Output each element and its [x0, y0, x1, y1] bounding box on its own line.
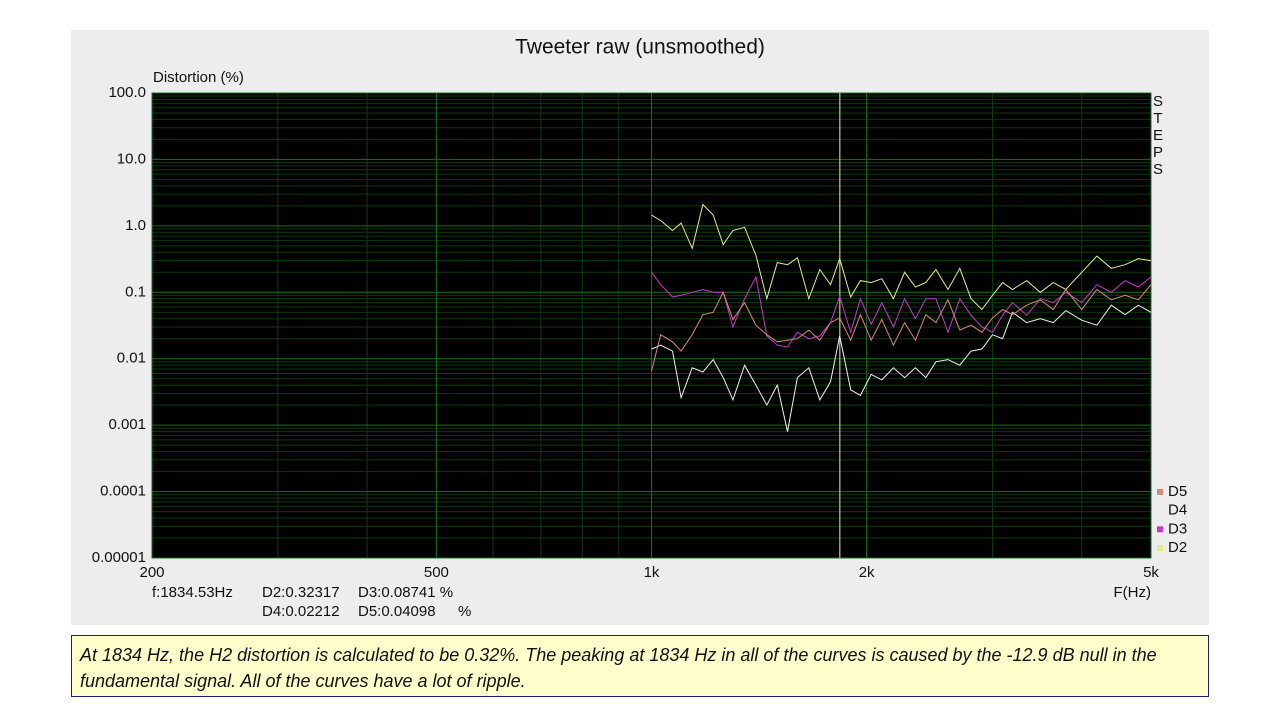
legend-swatch — [1157, 545, 1163, 551]
legend-swatch — [1157, 526, 1163, 533]
caption: At 1834 Hz, the H2 distortion is calcula… — [71, 635, 1209, 697]
cursor-readout: D4:0.02212 — [262, 603, 340, 620]
y-tick-label: 0.1 — [125, 283, 146, 300]
legend-label: D2 — [1168, 539, 1187, 556]
y-tick-label: 0.0001 — [100, 483, 146, 500]
x-tick-label: 500 — [424, 564, 449, 581]
x-tick-label: 1k — [644, 564, 660, 581]
cursor-readout: % — [458, 603, 471, 620]
x-tick-label: 2k — [859, 564, 875, 581]
series-line — [651, 272, 1152, 348]
cursor-readout: D3:0.08741 % — [358, 584, 453, 601]
y-axis-label: Distortion (%) — [153, 69, 244, 86]
legend-label: D4 — [1168, 502, 1187, 519]
y-tick-label: 100.0 — [108, 84, 146, 101]
y-tick-label: 10.0 — [117, 150, 146, 167]
series-line — [651, 284, 1152, 372]
legend-label: D3 — [1168, 520, 1187, 537]
x-axis-label: F(Hz) — [1114, 584, 1152, 601]
y-tick-label: 0.00001 — [92, 549, 146, 566]
series-line — [651, 203, 1152, 311]
y-tick-label: 0.01 — [117, 350, 146, 367]
cursor-readout: f:1834.53Hz — [152, 584, 233, 601]
legend-label: D5 — [1168, 483, 1187, 500]
side-label: STEPS — [1152, 93, 1163, 178]
cursor-readout: D2:0.32317 — [262, 584, 340, 601]
legend-swatch — [1157, 488, 1163, 495]
y-tick-label: 0.001 — [108, 416, 146, 433]
x-tick-label: 5k — [1143, 564, 1159, 581]
y-tick-label: 1.0 — [125, 217, 146, 234]
legend-swatch — [1157, 507, 1163, 514]
cursor-readout: D5:0.04098 — [358, 603, 436, 620]
x-tick-label: 200 — [139, 564, 164, 581]
chart-title: Tweeter raw (unsmoothed) — [515, 36, 765, 59]
series-line — [651, 304, 1152, 432]
